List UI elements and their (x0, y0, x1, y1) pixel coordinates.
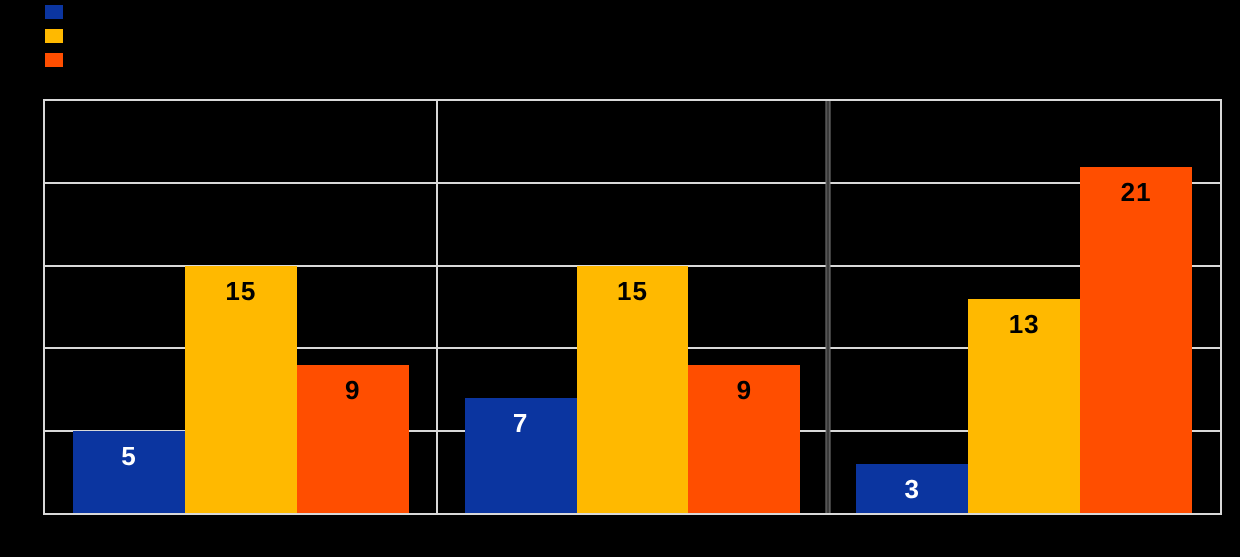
bar-group-3: 3 13 21 (828, 101, 1220, 513)
gridline-y-20 (45, 182, 1220, 185)
plot-area: 5 15 9 7 15 9 3 13 21 (43, 99, 1222, 515)
bar-data-label: 13 (1008, 308, 1040, 339)
bar-series-3-group-2: 9 (688, 364, 801, 513)
bar-data-label: 15 (225, 275, 257, 306)
separators-layer (45, 101, 1220, 513)
bar-series-1-group-1: 5 (73, 430, 185, 513)
bar-series-3-group-3: 21 (1080, 166, 1193, 513)
bar-series-1-group-2: 7 (464, 397, 577, 513)
category-separator-2 (825, 101, 831, 513)
category-separator-1 (435, 101, 438, 513)
bar-groups-layer: 5 15 9 7 15 9 3 13 21 (45, 101, 1220, 513)
bar-data-label: 3 (904, 473, 921, 504)
bar-series-2-group-2: 15 (576, 265, 689, 513)
bar-series-1-group-3: 3 (856, 463, 969, 513)
bar-group-1: 5 15 9 (45, 101, 437, 513)
legend-item-series-3 (45, 53, 71, 67)
bar-data-label: 15 (617, 275, 648, 306)
bar-data-label: 9 (344, 374, 361, 405)
legend-swatch-series-1 (45, 5, 63, 19)
bar-data-label: 21 (1120, 176, 1152, 207)
legend-item-series-1 (45, 5, 71, 19)
bar-data-label: 7 (512, 407, 529, 438)
bar-data-label: 5 (121, 440, 137, 471)
legend-swatch-series-2 (45, 29, 63, 43)
bar-series-2-group-1: 15 (184, 265, 297, 513)
bar-series-2-group-3: 13 (968, 298, 1081, 513)
legend (45, 5, 71, 67)
legend-item-series-2 (45, 29, 71, 43)
legend-swatch-series-3 (45, 53, 63, 67)
bar-group-2: 7 15 9 (437, 101, 829, 513)
bar-series-3-group-1: 9 (296, 364, 409, 513)
bar-data-label: 9 (736, 374, 753, 405)
